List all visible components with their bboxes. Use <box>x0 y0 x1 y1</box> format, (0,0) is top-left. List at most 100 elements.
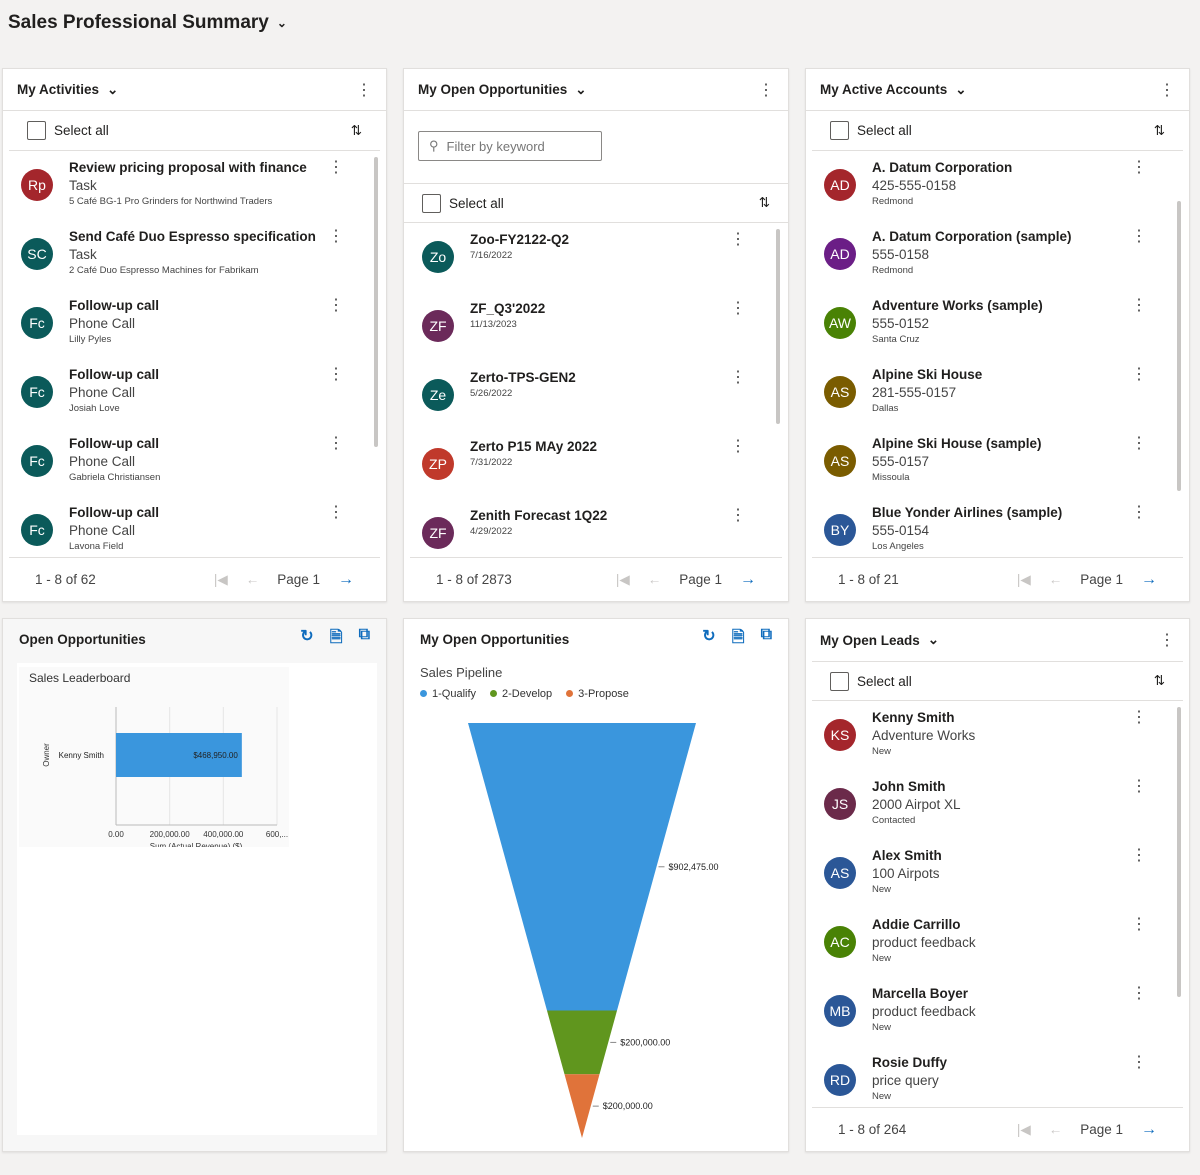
more-options-icon[interactable]: ⋮ <box>328 435 344 452</box>
item-title[interactable]: Alpine Ski House (sample) <box>872 436 1042 451</box>
item-title[interactable]: Follow-up call <box>69 298 159 313</box>
select-all-checkbox[interactable] <box>422 193 441 213</box>
more-options-icon[interactable]: ⋮ <box>1159 81 1175 99</box>
more-options-icon[interactable]: ⋮ <box>730 231 746 248</box>
view-records-icon[interactable]: 🗎 <box>731 628 745 646</box>
more-options-icon[interactable]: ⋮ <box>328 366 344 383</box>
list-item[interactable]: Fc Follow-up call Phone Call Josiah Love ⋮ <box>3 358 386 427</box>
previous-page-icon[interactable]: ← <box>245 572 260 587</box>
item-title[interactable]: Send Café Duo Espresso specification <box>69 229 316 244</box>
item-title[interactable]: John Smith <box>872 779 946 794</box>
previous-page-icon[interactable]: ← <box>1048 1122 1063 1137</box>
item-title[interactable]: Follow-up call <box>69 367 159 382</box>
scrollbar[interactable] <box>1177 201 1181 491</box>
legend-item[interactable]: 2-Develop <box>490 688 552 700</box>
item-title[interactable]: Zenith Forecast 1Q22 <box>470 508 608 523</box>
more-options-icon[interactable]: ⋮ <box>328 159 344 176</box>
select-all-checkbox[interactable] <box>27 121 46 140</box>
list-item[interactable]: MB Marcella Boyer product feedback New ⋮ <box>806 977 1189 1046</box>
item-title[interactable]: Addie Carrillo <box>872 917 961 932</box>
more-options-icon[interactable]: ⋮ <box>730 438 746 455</box>
more-options-icon[interactable]: ⋮ <box>1131 847 1147 864</box>
item-title[interactable]: Alpine Ski House <box>872 367 983 382</box>
item-title[interactable]: Blue Yonder Airlines (sample) <box>872 505 1063 520</box>
more-options-icon[interactable]: ⋮ <box>1131 985 1147 1002</box>
next-page-icon[interactable]: → <box>1141 570 1157 588</box>
list-item[interactable]: ZF ZF_Q3'2022 11/13/2023 ⋮ <box>404 292 788 361</box>
expand-chart-icon[interactable]: ⧉ <box>760 625 772 643</box>
list-item[interactable]: AS Alex Smith 100 Airpots New ⋮ <box>806 839 1189 908</box>
more-options-icon[interactable]: ⋮ <box>1131 709 1147 726</box>
view-selector[interactable]: My Activities ⌄ <box>17 82 118 98</box>
more-options-icon[interactable]: ⋮ <box>1159 632 1175 649</box>
previous-page-icon[interactable]: ← <box>1048 572 1063 587</box>
next-page-icon[interactable]: → <box>338 570 354 588</box>
page-title[interactable]: Sales Professional Summary ⌄ <box>8 12 287 34</box>
sort-icon[interactable]: ⇅ <box>1153 673 1165 688</box>
view-selector[interactable]: My Open Opportunities ⌄ <box>418 82 587 98</box>
legend-item[interactable]: 1-Qualify <box>420 688 476 700</box>
list-item[interactable]: BY Blue Yonder Airlines (sample) 555-0154… <box>806 496 1189 557</box>
list-item[interactable]: Zo Zoo-FY2122-Q2 7/16/2022 ⋮ <box>404 223 788 292</box>
first-page-icon[interactable]: |◀ <box>615 571 630 587</box>
list-item[interactable]: KS Kenny Smith Adventure Works New ⋮ <box>806 701 1189 770</box>
sort-icon[interactable]: ⇅ <box>758 195 770 210</box>
item-title[interactable]: Zerto P15 MAy 2022 <box>470 439 598 454</box>
more-options-icon[interactable]: ⋮ <box>1131 228 1147 245</box>
more-options-icon[interactable]: ⋮ <box>1131 504 1147 521</box>
item-title[interactable]: Rosie Duffy <box>872 1055 948 1070</box>
more-options-icon[interactable]: ⋮ <box>730 300 746 317</box>
item-title[interactable]: A. Datum Corporation (sample) <box>872 229 1072 244</box>
list-item[interactable]: AC Addie Carrillo product feedback New ⋮ <box>806 908 1189 977</box>
more-options-icon[interactable]: ⋮ <box>356 81 372 99</box>
first-page-icon[interactable]: |◀ <box>213 571 228 587</box>
item-title[interactable]: Follow-up call <box>69 436 159 451</box>
previous-page-icon[interactable]: ← <box>647 572 662 587</box>
more-options-icon[interactable]: ⋮ <box>730 369 746 386</box>
list-item[interactable]: SC Send Café Duo Espresso specification T… <box>3 220 386 289</box>
list-item[interactable]: Ze Zerto-TPS-GEN2 5/26/2022 ⋮ <box>404 361 788 430</box>
list-item[interactable]: Rp Review pricing proposal with finance T… <box>3 151 386 220</box>
more-options-icon[interactable]: ⋮ <box>1131 297 1147 314</box>
more-options-icon[interactable]: ⋮ <box>328 228 344 245</box>
list-item[interactable]: AD A. Datum Corporation (sample) 555-0158… <box>806 220 1189 289</box>
scrollbar[interactable] <box>776 229 780 424</box>
view-records-icon[interactable]: 🗎 <box>329 628 343 646</box>
list-item[interactable]: AD A. Datum Corporation 425-555-0158 Redmo… <box>806 151 1189 220</box>
list-item[interactable]: ZP Zerto P15 MAy 2022 7/31/2022 ⋮ <box>404 430 788 499</box>
more-options-icon[interactable]: ⋮ <box>1131 159 1147 176</box>
filter-input[interactable]: ⚲ Filter by keyword <box>418 131 602 161</box>
item-title[interactable]: Adventure Works (sample) <box>872 298 1043 313</box>
refresh-icon[interactable]: ↻ <box>300 627 314 645</box>
sort-icon[interactable]: ⇅ <box>1153 122 1165 138</box>
expand-chart-icon[interactable]: ⧉ <box>358 625 370 643</box>
list-item[interactable]: Fc Follow-up call Phone Call Lavona Field … <box>3 496 386 557</box>
list-item[interactable]: JS John Smith 2000 Airpot XL Contacted ⋮ <box>806 770 1189 839</box>
more-options-icon[interactable]: ⋮ <box>1131 778 1147 795</box>
sort-icon[interactable]: ⇅ <box>350 122 362 138</box>
view-selector[interactable]: My Active Accounts ⌄ <box>820 82 967 98</box>
list-item[interactable]: RD Rosie Duffy price query New ⋮ <box>806 1046 1189 1107</box>
first-page-icon[interactable]: |◀ <box>1016 571 1031 587</box>
item-title[interactable]: Zoo-FY2122-Q2 <box>470 232 570 247</box>
item-title[interactable]: Alex Smith <box>872 848 942 863</box>
list-item[interactable]: Fc Follow-up call Phone Call Lilly Pyles ⋮ <box>3 289 386 358</box>
list-item[interactable]: ZF Zenith Forecast 1Q22 4/29/2022 ⋮ <box>404 499 788 559</box>
refresh-icon[interactable]: ↻ <box>702 627 716 645</box>
more-options-icon[interactable]: ⋮ <box>1131 916 1147 933</box>
more-options-icon[interactable]: ⋮ <box>328 297 344 314</box>
item-title[interactable]: Marcella Boyer <box>872 986 969 1001</box>
list-item[interactable]: AW Adventure Works (sample) 555-0152 Santa… <box>806 289 1189 358</box>
legend-item[interactable]: 3-Propose <box>566 688 629 700</box>
item-title[interactable]: ZF_Q3'2022 <box>470 301 546 316</box>
item-title[interactable]: Review pricing proposal with finance <box>69 160 307 175</box>
item-title[interactable]: Follow-up call <box>69 505 159 520</box>
more-options-icon[interactable]: ⋮ <box>1131 1054 1147 1071</box>
first-page-icon[interactable]: |◀ <box>1016 1121 1031 1137</box>
scrollbar[interactable] <box>1177 707 1181 997</box>
more-options-icon[interactable]: ⋮ <box>1131 435 1147 452</box>
more-options-icon[interactable]: ⋮ <box>328 504 344 521</box>
item-title[interactable]: Kenny Smith <box>872 710 955 725</box>
item-title[interactable]: Zerto-TPS-GEN2 <box>470 370 576 385</box>
list-item[interactable]: AS Alpine Ski House 281-555-0157 Dallas ⋮ <box>806 358 1189 427</box>
